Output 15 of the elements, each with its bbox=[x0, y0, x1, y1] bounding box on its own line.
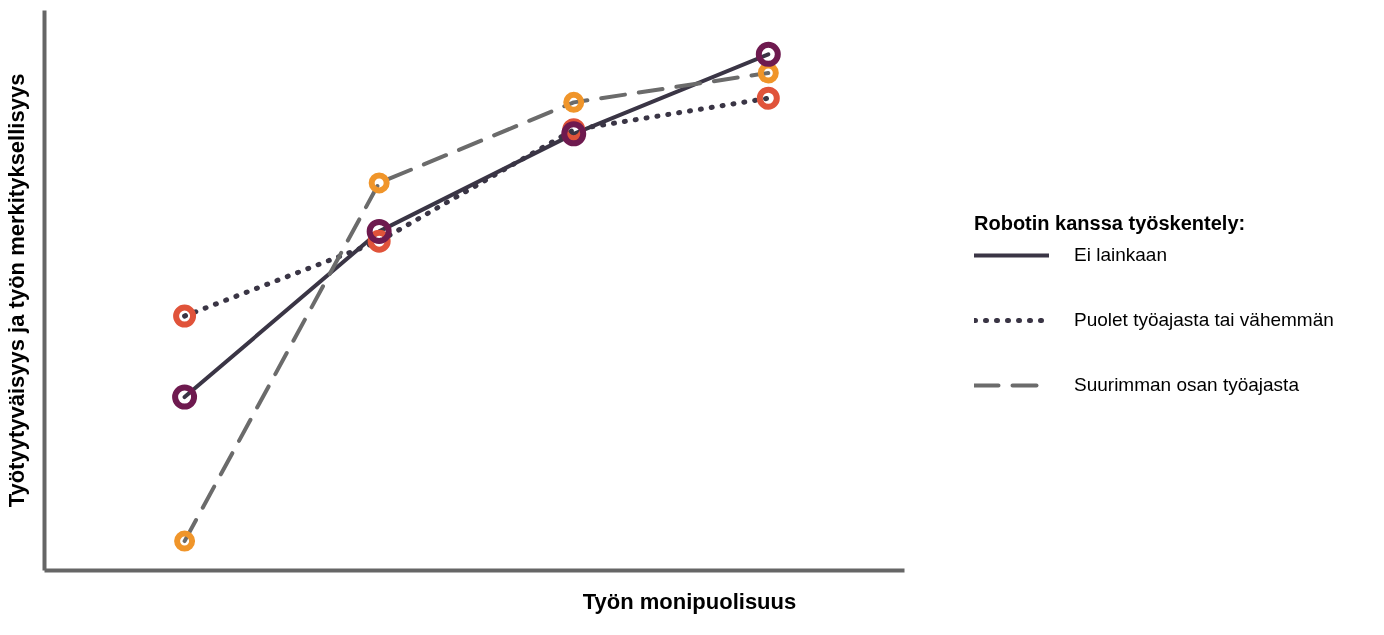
point bbox=[173, 304, 197, 328]
legend-label: Ei lainkaan bbox=[1074, 244, 1167, 266]
legend-title: Robotin kanssa työskentely: bbox=[974, 212, 1247, 235]
y-axis-title: Työtyytyväisyys ja työn merkityksellisyys bbox=[3, 73, 29, 508]
point bbox=[563, 91, 585, 113]
legend-label: Puolet työajasta tai vähemmän bbox=[1074, 309, 1334, 331]
point bbox=[756, 86, 780, 110]
point bbox=[755, 41, 781, 67]
point bbox=[368, 172, 390, 194]
x-axis-title: Työn monipuolisuus bbox=[582, 588, 797, 614]
point bbox=[366, 218, 392, 244]
point bbox=[561, 121, 587, 147]
legend-label: Suurimman osan työajasta bbox=[1074, 374, 1299, 396]
point bbox=[174, 530, 196, 552]
point bbox=[172, 384, 198, 410]
